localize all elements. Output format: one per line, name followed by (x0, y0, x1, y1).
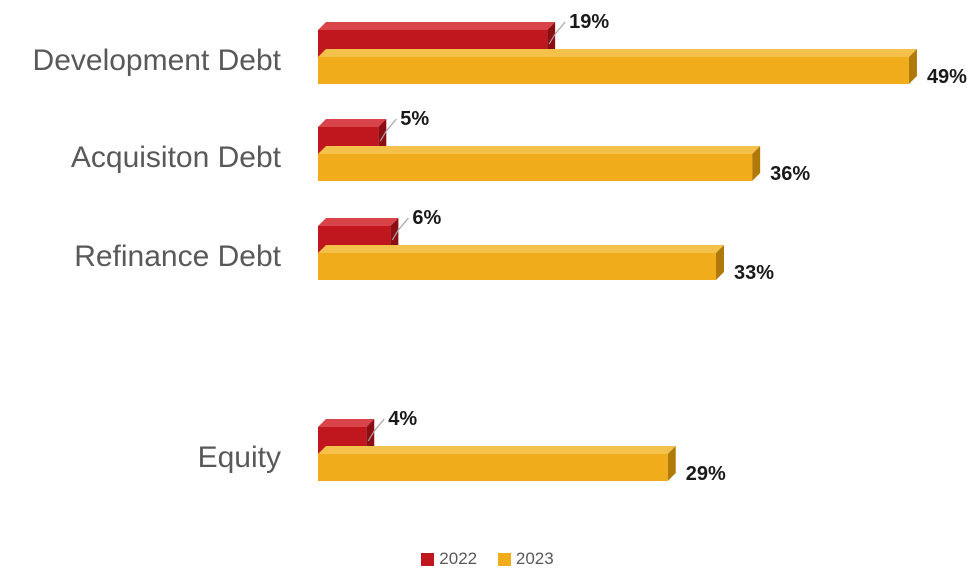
legend-item-2023: 2023 (497, 549, 554, 569)
bars (318, 22, 917, 481)
value-label-2023-refinance-debt: 33% (734, 262, 774, 284)
category-label-equity: Equity (198, 441, 281, 474)
category-label-refinance-debt: Refinance Debt (74, 240, 281, 273)
bar-2023-equity (318, 446, 676, 481)
bar-2023-development-debt (318, 49, 917, 84)
legend-swatch-2022 (421, 552, 435, 566)
legend-item-2022: 2022 (421, 549, 477, 569)
leader-line-2022-equity (367, 418, 385, 442)
leader-line-2022-acquisiton-debt (379, 118, 397, 142)
category-labels: Development Debt Acquisiton Debt Refinance… (33, 44, 282, 474)
value-label-2023-development-debt: 49% (927, 66, 967, 88)
value-labels: 19% 49% 5% 36% 6% 33% 4% 29% (367, 11, 967, 485)
category-label-acquisiton-debt: Acquisiton Debt (71, 141, 282, 174)
leader-line-2022-development-debt (548, 21, 566, 45)
value-label-2022-equity: 4% (388, 408, 417, 430)
category-label-development-debt: Development Debt (33, 44, 282, 77)
value-label-2022-refinance-debt: 6% (412, 207, 441, 229)
value-label-2022-acquisiton-debt: 5% (400, 108, 429, 130)
value-label-2022-development-debt: 19% (569, 11, 609, 33)
bar-2023-acquisiton-debt (318, 146, 761, 181)
value-label-2023-acquisiton-debt: 36% (770, 163, 810, 185)
legend-swatch-2023 (497, 552, 511, 566)
legend-label-2023: 2023 (515, 549, 554, 568)
legend-label-2022: 2022 (439, 549, 478, 568)
leader-line-2022-refinance-debt (391, 217, 409, 241)
bar-2023-refinance-debt (318, 245, 724, 280)
value-label-2023-equity: 29% (686, 463, 726, 485)
legend: 2022 2023 (0, 549, 975, 571)
